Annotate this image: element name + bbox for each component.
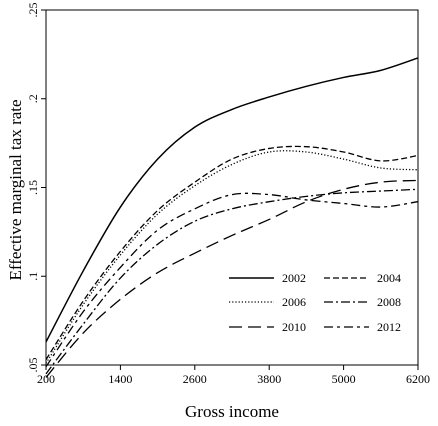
y-tick-label: .25 [26,3,40,18]
legend-label-2004: 2004 [377,271,401,285]
legend-label-2012: 2012 [377,320,401,334]
x-tick-label: 200 [37,372,55,386]
legend-label-2010: 2010 [282,320,306,334]
x-tick-label: 6200 [406,372,430,386]
series-line-2010 [45,179,419,378]
y-tick-label: .05 [26,358,40,373]
series-line-2008 [45,188,419,375]
legend-label-2006: 2006 [282,295,306,309]
y-tick-label: .2 [26,94,40,103]
legend-label-2008: 2008 [377,295,401,309]
x-tick-label: 5000 [332,372,356,386]
x-tick-label: 3800 [257,372,281,386]
y-tick-label: .15 [26,180,40,195]
series-line-2006 [45,150,419,364]
x-axis: 200 1400 2600 3800 5000 6200 [37,365,430,386]
legend: 2002 2004 2006 2008 2010 2012 [229,271,401,334]
series-line-2002 [45,57,419,343]
legend-label-2002: 2002 [282,271,306,285]
x-axis-title: Gross income [185,402,279,421]
y-axis-title: Effective marginal tax rate [6,99,25,280]
plot-frame [45,9,419,366]
x-tick-label: 2600 [183,372,207,386]
x-tick-label: 1400 [108,372,132,386]
series-line-2004 [45,145,419,361]
y-axis: .05 .1 .15 .2 .25 [26,3,46,373]
series-lines [45,57,419,378]
y-tick-label: .1 [26,272,40,281]
series-line-2012 [45,192,419,368]
